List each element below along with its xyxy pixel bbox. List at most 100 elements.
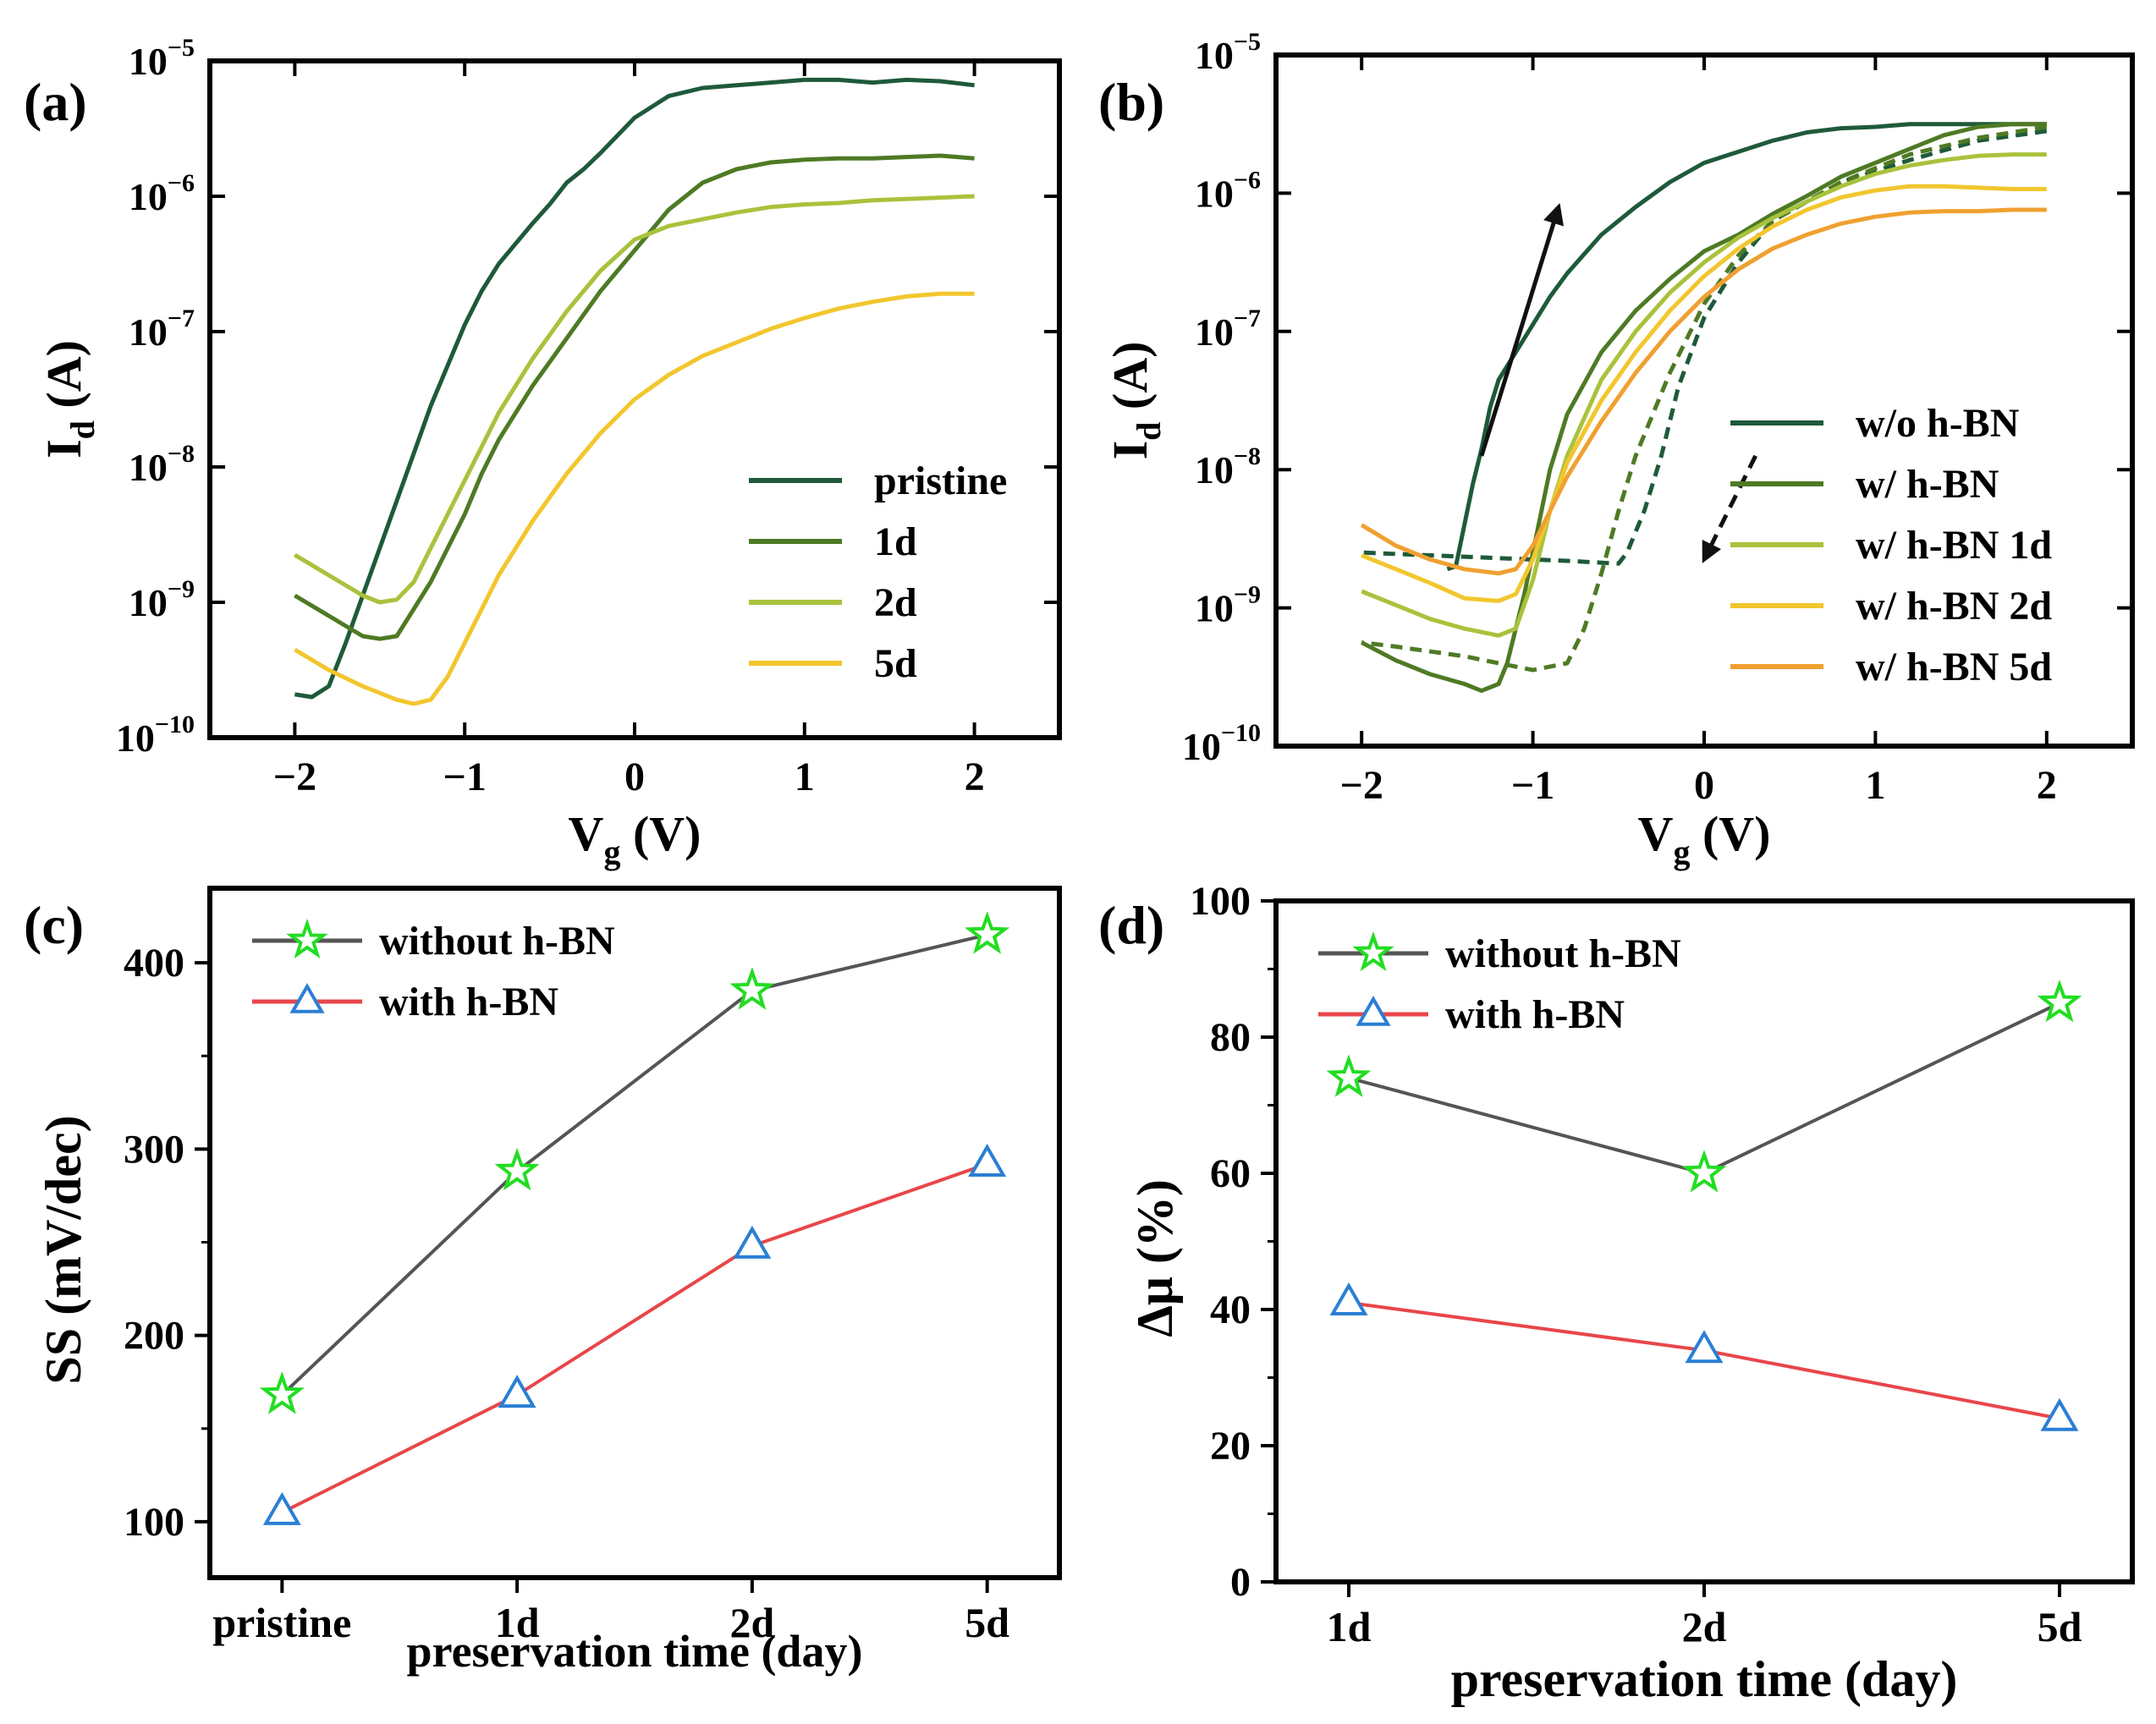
x-tick-label: −2 <box>273 755 316 799</box>
series-line-w-h-bn-reverse- <box>1361 124 2048 673</box>
legend-label: w/ h-BN 2d <box>1856 584 2052 629</box>
x-tick-label: 1 <box>1865 763 1885 808</box>
x-tick-label: −2 <box>1340 763 1383 808</box>
y-tick-label: 80 <box>1210 1015 1251 1060</box>
y-tick-label: 10−8 <box>1195 442 1261 491</box>
y-tick-label: 10−7 <box>129 305 195 354</box>
legend-marker-star <box>286 918 328 959</box>
data-point-triangle <box>498 1375 536 1408</box>
legend-label: w/ h-BN <box>1856 462 1999 507</box>
legend-label: without h-BN <box>379 919 615 964</box>
x-tick-label: 5d <box>965 1599 1009 1646</box>
y-tick-label: 100 <box>124 1500 184 1545</box>
data-point-triangle <box>733 1225 772 1259</box>
legend-label: 5d <box>874 641 917 686</box>
y-tick-label: 300 <box>124 1127 184 1172</box>
y-tick-exponent: −10 <box>1221 719 1261 747</box>
legend: pristine 1d 2d 5d <box>749 458 1007 686</box>
x-tick-label: 2d <box>729 1599 774 1646</box>
x-axis-symbol: V <box>1638 806 1674 861</box>
y-tick-label: 60 <box>1210 1151 1251 1196</box>
series-line-1d <box>294 153 975 641</box>
legend-marker-triangle <box>289 982 325 1013</box>
y-tick-exponent: −8 <box>168 440 195 468</box>
y-axis-label: SS (mV/dec) <box>36 1115 91 1384</box>
x-axis-unit: (V) <box>620 806 701 861</box>
y-tick-label: 100 <box>1190 879 1251 924</box>
y-axis-subscript: d <box>63 420 102 439</box>
legend-label: without h-BN <box>1445 931 1681 976</box>
series-line-w-h-bn <box>1361 122 2047 694</box>
x-tick-label: 0 <box>1694 763 1714 808</box>
y-tick-label: 10−8 <box>129 440 195 489</box>
x-tick-label: 1d <box>1327 1603 1372 1650</box>
y-tick-base: 10 <box>1182 725 1221 768</box>
data-point-star <box>965 911 1010 954</box>
series-line-2d <box>294 194 975 605</box>
y-axis-unit: (A) <box>1103 342 1158 422</box>
series-line-w-o-h-bn-reverse- <box>1361 129 2048 566</box>
y-tick-exponent: −10 <box>155 711 195 738</box>
y-axis-subscript: d <box>1130 422 1168 441</box>
y-tick-label: 10−10 <box>1182 719 1261 768</box>
y-tick-exponent: −9 <box>168 575 195 603</box>
x-axis-label: Vg (V) <box>569 806 701 871</box>
legend: without h-BN with h-BN <box>1318 931 1681 1037</box>
series-line-pristine <box>294 77 975 700</box>
data-point-star <box>494 1147 540 1191</box>
data-point-triangle <box>1685 1330 1724 1364</box>
legend-label: 1d <box>874 519 917 564</box>
y-tick-base: 10 <box>1195 34 1234 77</box>
panel-c: pristine 1d 2d 5d 100 200 300 400 preservation t… <box>24 886 1062 1677</box>
y-tick-label: 10−7 <box>1195 305 1261 354</box>
legend: w/o h-BN w/ h-BN w/ h-BN 1d w/ h-BN 2d w/ h-… <box>1730 401 2052 689</box>
legend-marker-triangle <box>1356 995 1391 1026</box>
y-tick-base: 10 <box>129 310 168 354</box>
x-axis-unit: (V) <box>1690 806 1770 861</box>
x-axis-subscript: g <box>1673 833 1690 871</box>
series-line-w-h-bn-2d <box>1361 184 2047 603</box>
data-point-star <box>259 1371 305 1414</box>
y-tick-exponent: −8 <box>1234 442 1261 470</box>
legend-label: with h-BN <box>379 980 558 1024</box>
y-tick-base: 10 <box>1195 172 1234 215</box>
y-axis-symbol: I <box>1103 441 1158 460</box>
y-tick-exponent: −7 <box>1234 305 1261 332</box>
y-tick-label: 400 <box>124 941 184 986</box>
panel-label: (c) <box>24 895 84 955</box>
data-point-star <box>2037 979 2082 1023</box>
y-tick-base: 10 <box>129 40 168 83</box>
panel-label: (a) <box>24 72 87 132</box>
y-tick-label: 10−9 <box>1195 581 1261 630</box>
legend-label: w/o h-BN <box>1856 401 2020 446</box>
plot-frame <box>1273 898 2135 1584</box>
legend-label: with h-BN <box>1445 992 1625 1037</box>
x-tick-label: 1 <box>795 755 815 799</box>
y-tick-label: 200 <box>124 1314 184 1359</box>
x-axis-subscript: g <box>603 833 620 871</box>
x-tick-label: 2d <box>1682 1603 1727 1650</box>
data-point-star <box>1326 1054 1372 1097</box>
x-tick-label: 1d <box>495 1599 540 1646</box>
data-point-triangle <box>1329 1282 1368 1315</box>
data-point-star <box>729 967 775 1010</box>
x-axis-symbol: V <box>569 806 604 861</box>
y-tick-label: 10−5 <box>1195 28 1261 77</box>
x-tick-label: 0 <box>624 755 645 799</box>
y-tick-label: 10−6 <box>1195 166 1261 215</box>
y-tick-exponent: −9 <box>1234 581 1261 609</box>
x-tick-label: −1 <box>1511 763 1554 808</box>
series-line-5d <box>294 291 975 706</box>
y-tick-base: 10 <box>1195 310 1234 354</box>
y-tick-label: 40 <box>1210 1288 1251 1332</box>
y-tick-base: 10 <box>129 446 168 489</box>
plot-frame <box>207 886 1062 1580</box>
forward-sweep-arrow <box>1479 202 1564 457</box>
y-tick-exponent: −6 <box>1234 166 1261 194</box>
x-tick-label: 2 <box>965 755 985 799</box>
y-tick-label: 10−10 <box>116 711 195 760</box>
y-tick-label: 10−9 <box>129 575 195 624</box>
x-axis-label: preservation time (day) <box>407 1626 863 1677</box>
y-axis-symbol: I <box>36 439 91 458</box>
